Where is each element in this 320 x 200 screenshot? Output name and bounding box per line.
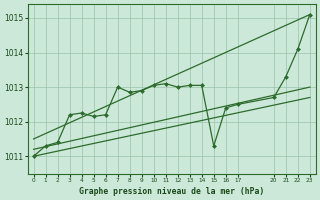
X-axis label: Graphe pression niveau de la mer (hPa): Graphe pression niveau de la mer (hPa) bbox=[79, 187, 264, 196]
